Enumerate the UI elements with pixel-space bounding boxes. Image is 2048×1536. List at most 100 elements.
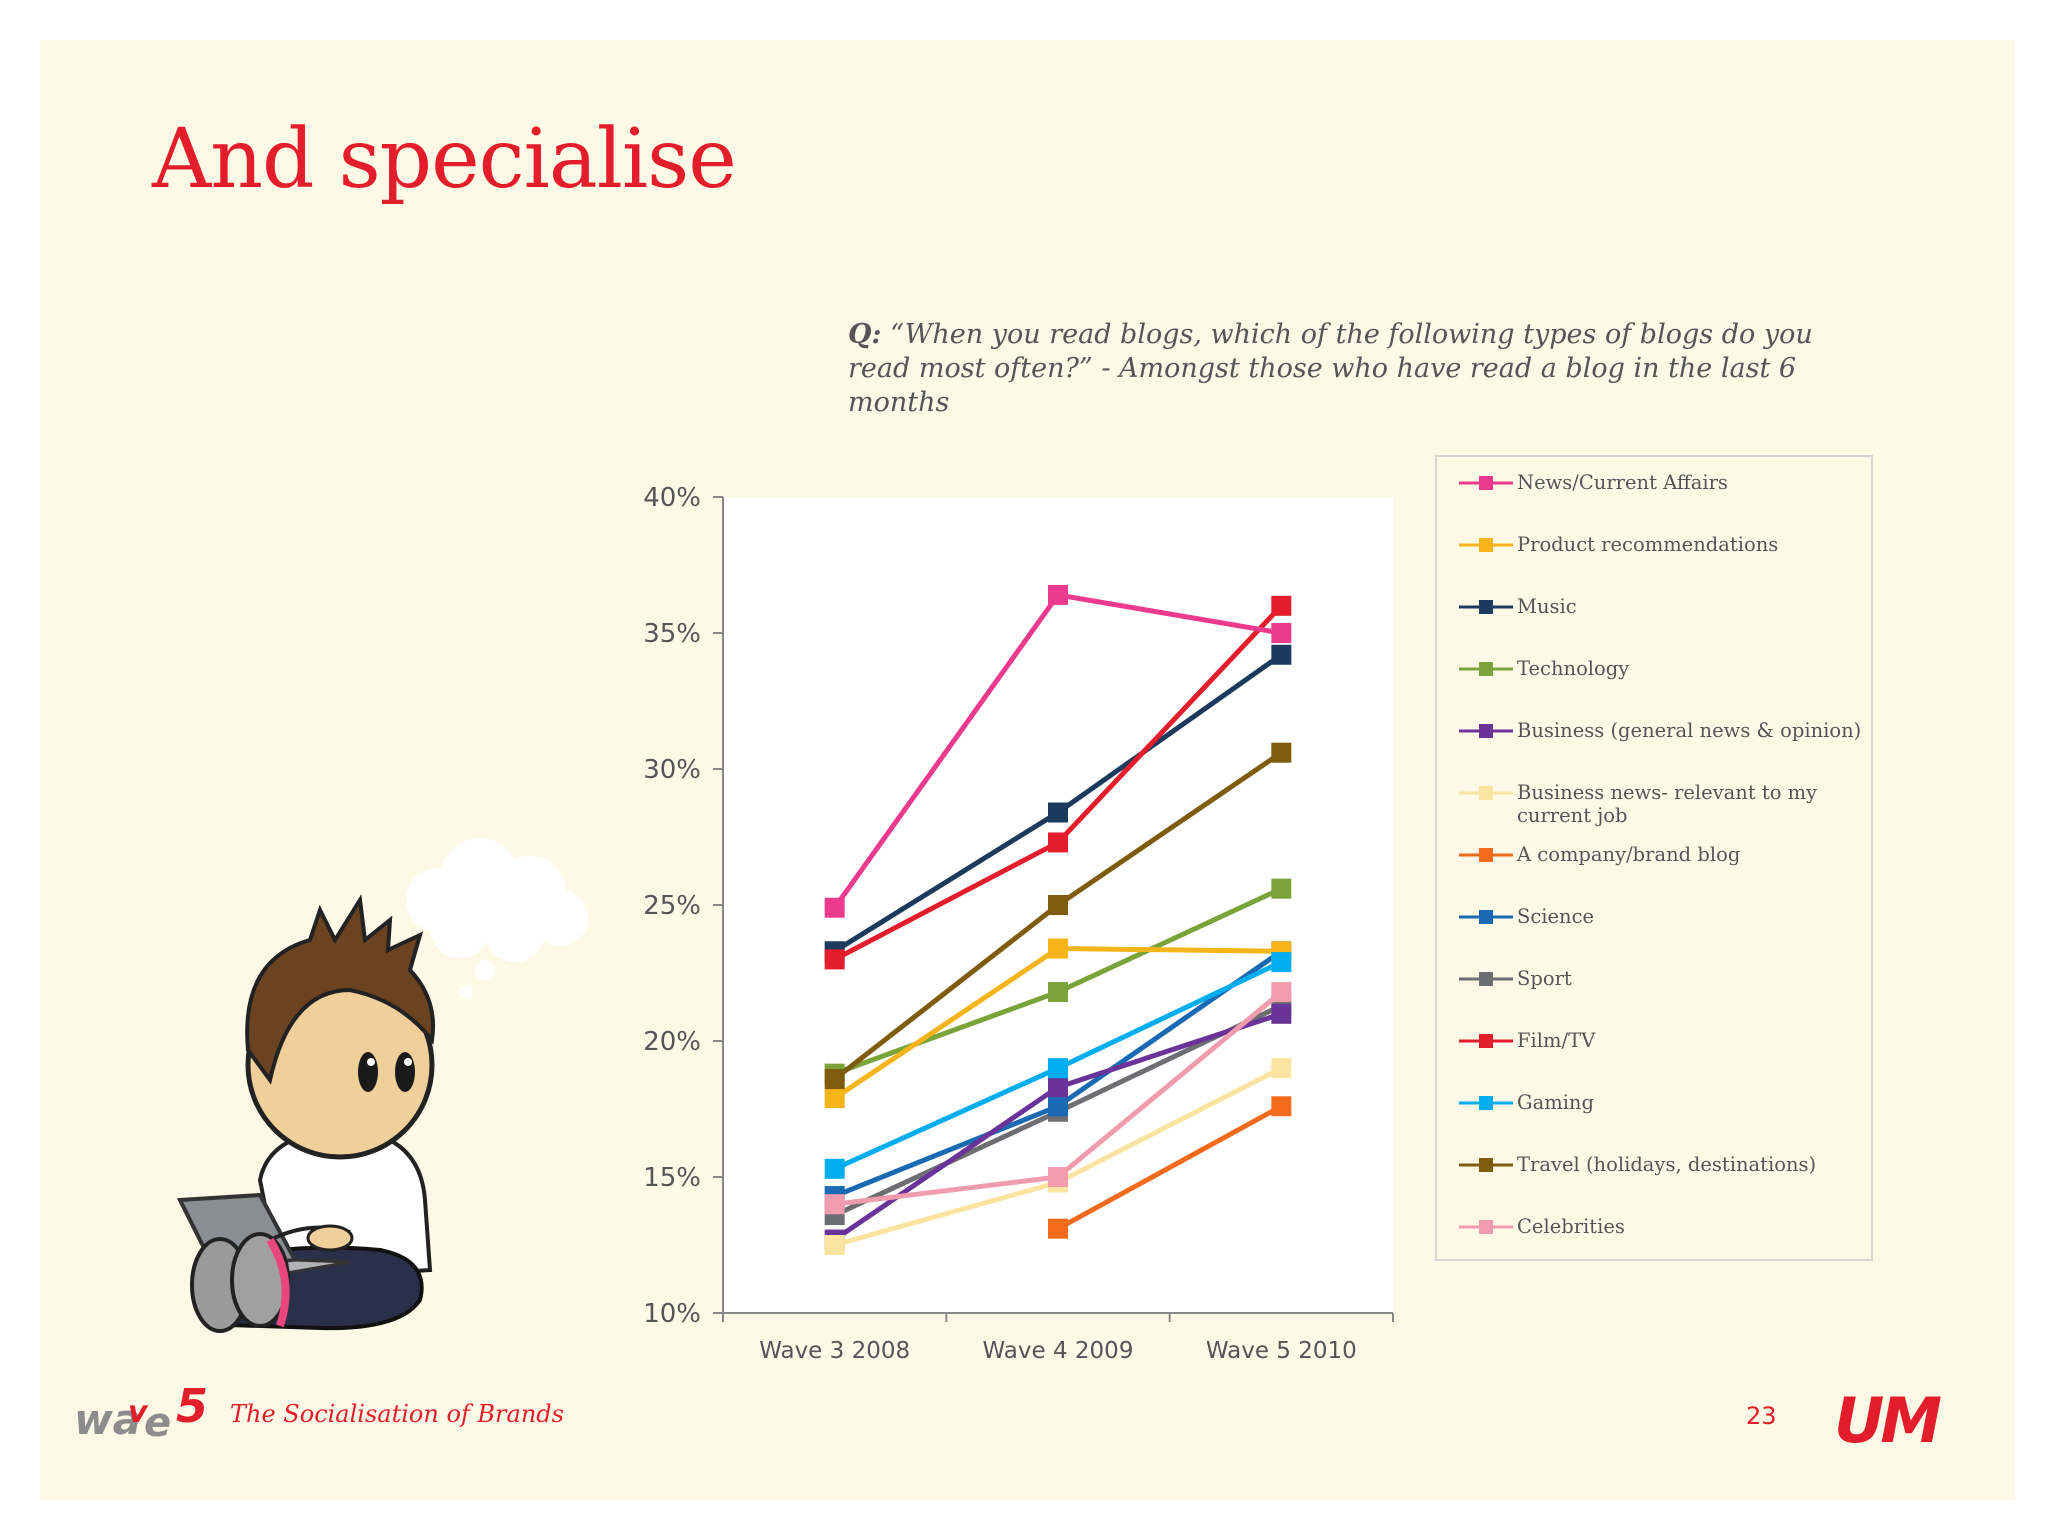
data-point [1048, 1077, 1068, 1098]
legend-swatch [1459, 786, 1513, 800]
data-point [1048, 982, 1068, 1003]
series-layer [824, 584, 1292, 1255]
data-point [824, 897, 845, 918]
data-point [824, 949, 845, 970]
data-point [1048, 802, 1068, 823]
legend-swatch [1459, 724, 1513, 738]
legend-swatch [1459, 910, 1513, 924]
legend-label: Technology [1517, 657, 1630, 680]
y-tick-label: 10% [643, 1299, 701, 1329]
legend-item: Product recommendations [1457, 533, 1867, 593]
svg-text:wa: wa [74, 1395, 141, 1444]
question-label: Q: [848, 319, 882, 350]
y-tick-label: 20% [643, 1027, 701, 1057]
data-point [824, 1088, 845, 1109]
data-point [1271, 1096, 1292, 1117]
series-product-recommendations [824, 938, 1292, 1109]
legend-label: Gaming [1517, 1091, 1594, 1114]
data-point [1271, 878, 1292, 899]
y-tick-label: 40% [643, 483, 701, 513]
shoe-icon [190, 1232, 290, 1333]
data-point [824, 1158, 845, 1179]
series-celebrities [824, 982, 1292, 1215]
legend-label: Film/TV [1517, 1029, 1596, 1052]
legend-label: Business news- relevant to my current jo… [1517, 781, 1818, 827]
legend-label: Product recommendations [1517, 533, 1779, 556]
legend-swatch [1459, 972, 1513, 986]
data-point [1048, 584, 1068, 605]
legend-swatch [1459, 662, 1513, 676]
legend-swatch [1459, 848, 1513, 862]
data-point [1048, 1218, 1068, 1239]
legend-swatch [1459, 600, 1513, 614]
legend-item: Business news- relevant to my current jo… [1457, 781, 1867, 841]
data-point [1048, 1096, 1068, 1117]
legend-swatch [1459, 538, 1513, 552]
data-point [1271, 742, 1292, 763]
series-line [1056, 1104, 1283, 1231]
legend-item: Business (general news & opinion) [1457, 719, 1867, 779]
legend-item: Music [1457, 595, 1867, 655]
series-film-tv [824, 595, 1292, 970]
wave5-logo: wa v e 5 [74, 1379, 208, 1446]
series-gaming [824, 952, 1292, 1179]
slide-title: And specialise [152, 112, 737, 207]
legend-item: Science [1457, 905, 1867, 965]
survey-question: Q: “When you read blogs, which of the fo… [848, 318, 1868, 420]
legend-item: Sport [1457, 967, 1867, 1027]
legend-label: Sport [1517, 967, 1572, 990]
y-tick-label: 30% [643, 755, 701, 785]
legend-label: Travel (holidays, destinations) [1517, 1153, 1817, 1176]
thought-bubble [406, 838, 588, 999]
data-point [1048, 1058, 1068, 1079]
footer-text: The Socialisation of Brands [230, 1400, 564, 1428]
data-point [824, 1235, 845, 1255]
character-head [245, 894, 435, 1160]
data-point [1271, 623, 1292, 643]
data-point [824, 1069, 845, 1090]
series-news-current-affairs [824, 584, 1292, 918]
data-point [1271, 1058, 1292, 1079]
svg-text:v: v [128, 1395, 149, 1430]
legend-label: Science [1517, 905, 1595, 928]
legend-item: A company/brand blog [1457, 843, 1867, 903]
series-travel-holidays-destinations [824, 742, 1292, 1090]
legend-swatch [1459, 1158, 1513, 1172]
question-text: “When you read blogs, which of the follo… [848, 319, 1813, 418]
y-tick-label: 25% [643, 891, 701, 921]
chart-legend: News/Current Affairs Product recommendati… [1435, 455, 1873, 1261]
legend-item: News/Current Affairs [1457, 471, 1867, 531]
page-number: 23 [1746, 1402, 1777, 1430]
data-point [1048, 895, 1068, 915]
svg-text:5: 5 [176, 1379, 208, 1433]
character-body [176, 1127, 433, 1333]
legend-item: Gaming [1457, 1091, 1867, 1151]
data-point [1271, 644, 1292, 665]
legend-swatch [1459, 476, 1513, 490]
legend-label: A company/brand blog [1517, 843, 1741, 866]
legend-item: Technology [1457, 657, 1867, 717]
x-tick-label: Wave 4 2009 [983, 1338, 1134, 1364]
data-point [1271, 952, 1292, 973]
y-tick-label: 35% [643, 619, 701, 649]
data-point [1271, 1003, 1292, 1024]
data-point [824, 1194, 845, 1215]
svg-text:UM: UM [1834, 1384, 1941, 1450]
x-tick-label: Wave 3 2008 [759, 1338, 910, 1364]
legend-item: Film/TV [1457, 1029, 1867, 1089]
legend-label: News/Current Affairs [1517, 471, 1728, 494]
series-a-company-brand-blog [1048, 1096, 1292, 1239]
character-illustration [176, 838, 588, 1333]
x-tick-label: Wave 5 2010 [1206, 1338, 1357, 1364]
y-tick-label: 15% [643, 1163, 701, 1193]
legend-swatch [1459, 1220, 1513, 1234]
legend-label: Celebrities [1517, 1215, 1625, 1238]
data-point [1271, 982, 1292, 1003]
legend-swatch [1459, 1034, 1513, 1048]
data-point [1271, 595, 1292, 616]
svg-text:e: e [144, 1400, 171, 1446]
um-logo: UM [1834, 1384, 1945, 1450]
legend-item: Travel (holidays, destinations) [1457, 1153, 1867, 1213]
chart-axes: 10% 15% 20% 25% 30% 35% 40% Wave 3 2008 Wave 4 2… [643, 483, 1394, 1364]
